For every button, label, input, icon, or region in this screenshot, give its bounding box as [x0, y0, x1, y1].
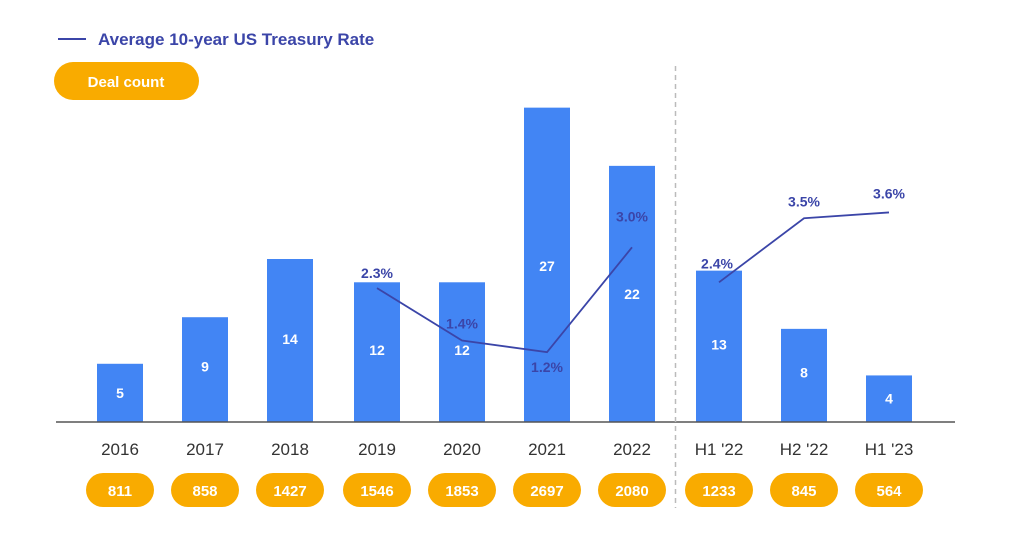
deal-count-pill: [343, 473, 411, 507]
rate-label: 2.4%: [701, 255, 733, 271]
rate-label: 3.0%: [616, 208, 648, 224]
bar-value-label: 27: [539, 258, 555, 274]
bar-value-label: 8: [800, 364, 808, 380]
deal-count-pill: [86, 473, 154, 507]
bars: 5 9 14 12 12 27 22 13 8 4: [97, 107, 912, 423]
bar: [182, 317, 228, 422]
bar-value-label: 9: [201, 359, 209, 375]
deal-count-pill: [685, 473, 753, 507]
rate-label: 1.4%: [446, 316, 478, 332]
x-tick-label: H1 '23: [865, 440, 914, 459]
bar: [439, 282, 485, 422]
x-tick-labels: 2016 2017 2018 2019 2020 2021 2022 H1 '22 H2 '22…: [101, 440, 913, 459]
deal-count-value: 1853: [445, 483, 478, 500]
deal-count-pill: [855, 473, 923, 507]
bar: [524, 107, 570, 423]
x-tick-label: 2016: [101, 440, 139, 459]
bar-value-label: 12: [369, 342, 385, 358]
deal-count-badge: [54, 62, 199, 100]
deal-count-pill: [171, 473, 239, 507]
deal-count-label: Deal count: [88, 74, 165, 91]
deal-count-pill: [428, 473, 496, 507]
rate-label: 1.2%: [531, 359, 563, 375]
rate-lines: 2.3% 1.4% 1.2% 3.0% 2.4% 3.5% 3.6%: [361, 185, 905, 375]
bar: [354, 282, 400, 422]
x-tick-label: H1 '22: [695, 440, 744, 459]
deal-count-value: 1546: [360, 483, 393, 500]
rate-line: [718, 211, 890, 284]
bar-value-label: 14: [282, 331, 298, 347]
bar-value-label: 12: [454, 342, 470, 358]
x-tick-label: 2019: [358, 440, 396, 459]
x-tick-label: 2017: [186, 440, 224, 459]
deal-count-legend: Deal count: [54, 62, 199, 100]
legend-label: Average 10-year US Treasury Rate: [98, 30, 374, 49]
deal-count-value: 564: [876, 483, 902, 500]
deal-count-pill: [598, 473, 666, 507]
deal-count-value: 1233: [702, 483, 735, 500]
deal-count-value: 2080: [615, 483, 648, 500]
bar: [696, 270, 742, 422]
bar: [267, 259, 313, 422]
deal-count-pill: [256, 473, 324, 507]
x-tick-label: 2020: [443, 440, 481, 459]
rate-line: [376, 246, 633, 354]
bar: [609, 165, 655, 422]
bar-value-label: 13: [711, 336, 727, 352]
bar: [866, 375, 912, 422]
bar: [781, 328, 827, 422]
rate-label: 3.6%: [873, 185, 905, 201]
bar: [97, 363, 143, 422]
x-tick-label: 2022: [613, 440, 651, 459]
x-tick-label: 2021: [528, 440, 566, 459]
bar-value-label: 22: [624, 286, 640, 302]
rate-label: 3.5%: [788, 193, 820, 209]
x-tick-label: H2 '22: [780, 440, 829, 459]
bar-value-label: 4: [885, 391, 893, 407]
deal-count-value: 1427: [273, 483, 306, 500]
rate-label: 2.3%: [361, 265, 393, 281]
legend: Average 10-year US Treasury Rate: [58, 30, 374, 49]
deal-count-value: 858: [192, 483, 217, 500]
deal-count-value: 845: [791, 483, 816, 500]
bar-value-label: 5: [116, 385, 124, 401]
deal-count-pill: [770, 473, 838, 507]
deal-count-pill: [513, 473, 581, 507]
deal-count-value: 811: [108, 483, 132, 500]
deal-count-badges: 811 858 1427 1546 1853 2697 2080 1233 845 564: [86, 473, 923, 507]
x-tick-label: 2018: [271, 440, 309, 459]
deal-count-value: 2697: [530, 483, 563, 500]
